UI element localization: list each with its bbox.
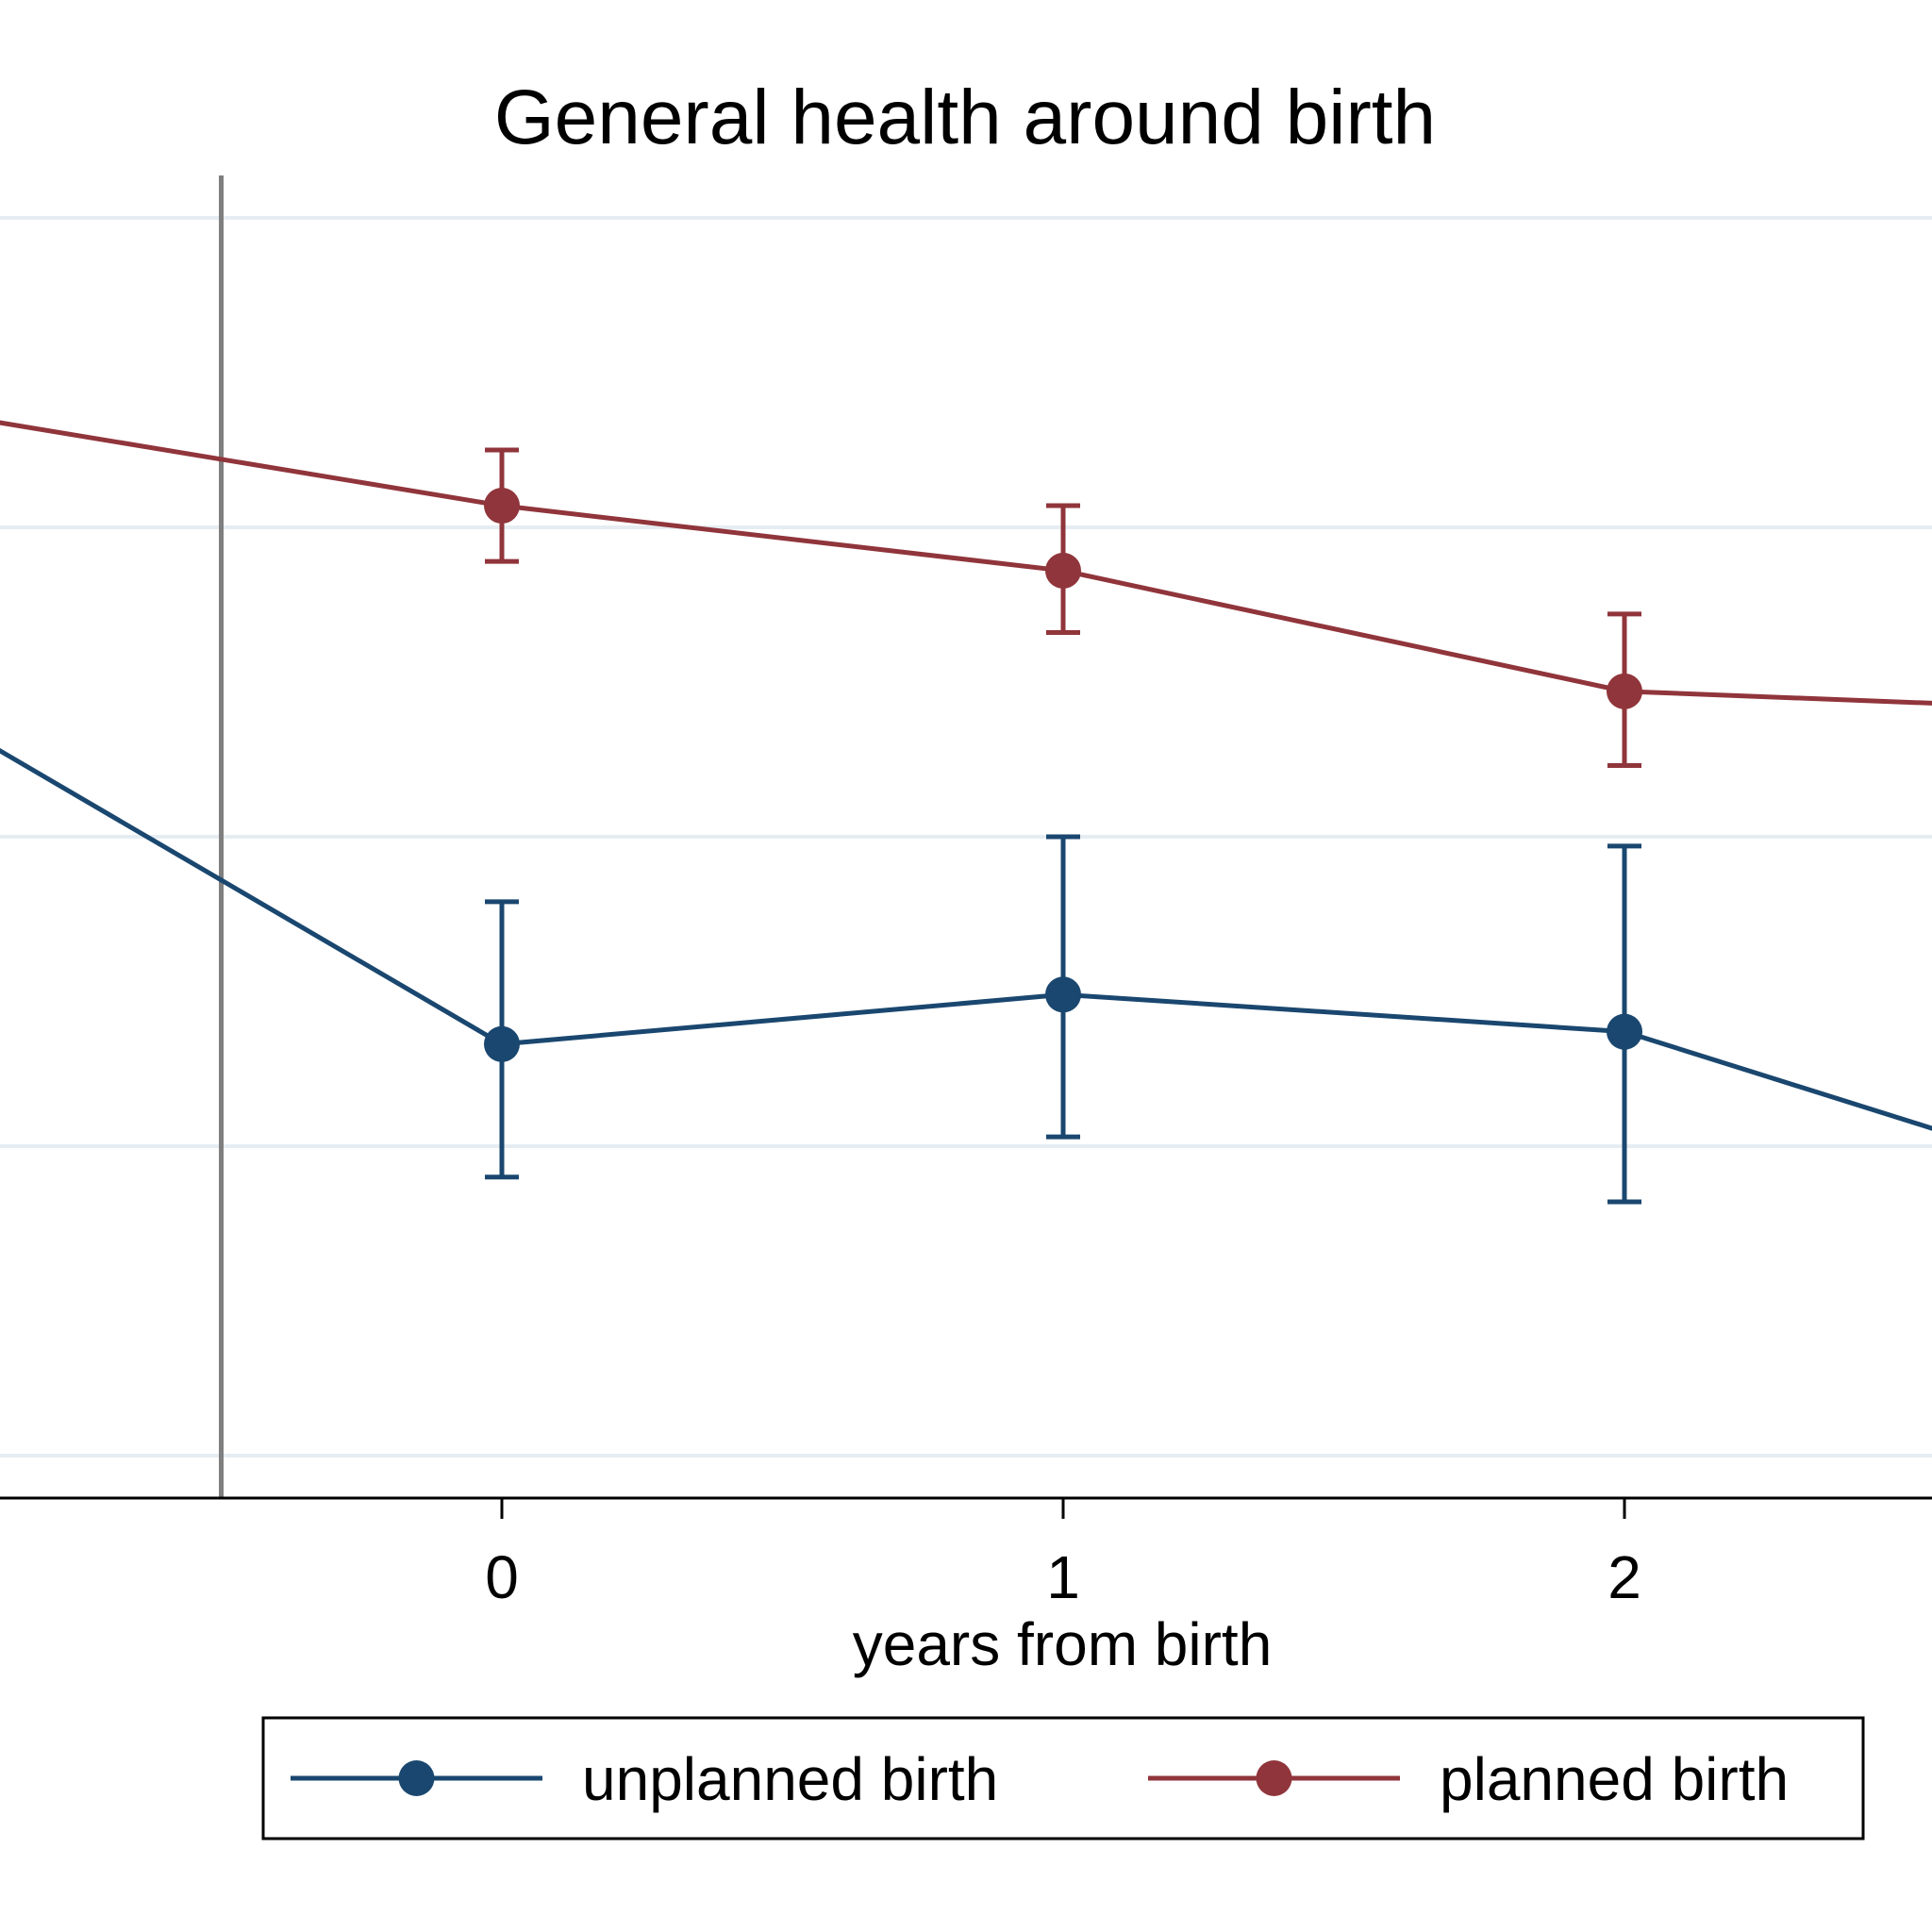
x-axis: 0 1 2: [0, 1496, 1932, 1611]
data-point: [1045, 976, 1081, 1013]
series-0: [0, 747, 1932, 1205]
data-point: [484, 488, 520, 525]
data-point: [1607, 1013, 1642, 1050]
series-group: [0, 420, 1932, 1205]
legend: unplanned birth planned birth: [261, 1716, 1865, 1840]
x-axis-label: years from birth: [853, 1610, 1273, 1678]
legend-marker: [398, 1760, 435, 1796]
series-line: [0, 420, 1932, 706]
data-point: [1045, 552, 1081, 589]
series-1: [0, 420, 1932, 769]
legend-label: planned birth: [1440, 1745, 1789, 1813]
series-line: [0, 747, 1932, 1131]
x-tick-label: 1: [1046, 1543, 1080, 1611]
chart-title: General health around birth: [494, 75, 1436, 160]
grid: [0, 216, 1932, 1457]
legend-marker: [1256, 1760, 1292, 1796]
data-point: [484, 1025, 520, 1062]
x-tick-label: 2: [1607, 1543, 1641, 1611]
x-tick-label: 0: [485, 1543, 519, 1611]
legend-label: unplanned birth: [582, 1745, 998, 1813]
data-point: [1607, 673, 1642, 709]
